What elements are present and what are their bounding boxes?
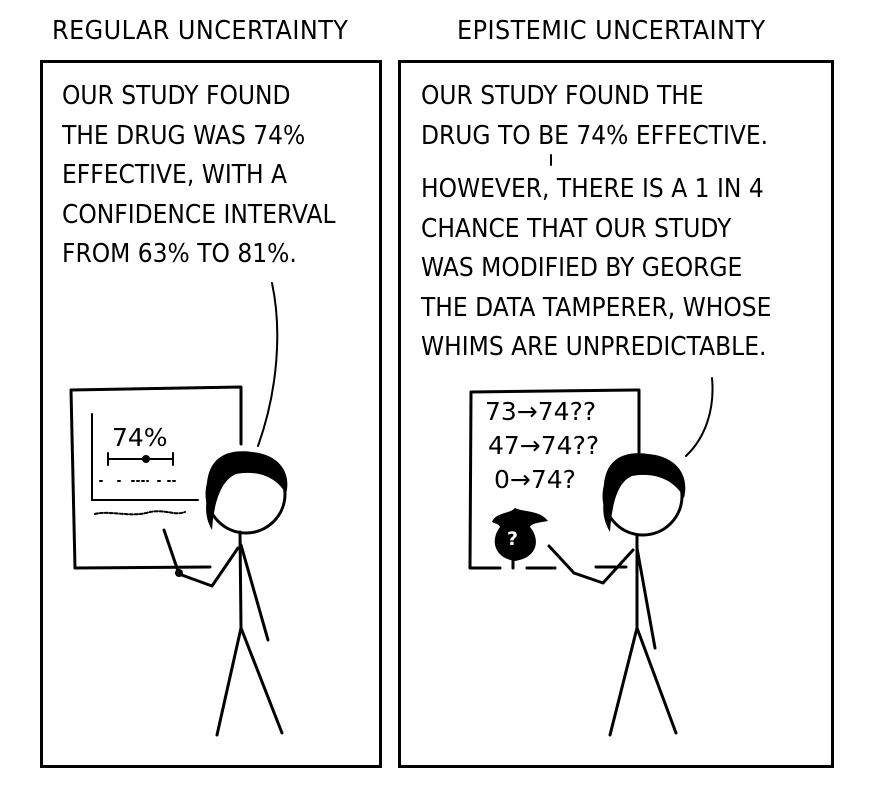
left-panel-title: REGULAR UNCERTAINTY — [52, 16, 349, 46]
right-panel-title: EPISTEMIC UNCERTAINTY — [457, 16, 766, 46]
right-caption-first: OUR STUDY FOUND THE DRUG TO BE 74% EFFEC… — [421, 81, 769, 151]
right-panel — [398, 60, 834, 768]
right-caption-second: HOWEVER, THERE IS A 1 IN 4 CHANCE THAT O… — [421, 174, 772, 362]
left-caption: OUR STUDY FOUND THE DRUG WAS 74% EFFECTI… — [62, 81, 336, 269]
